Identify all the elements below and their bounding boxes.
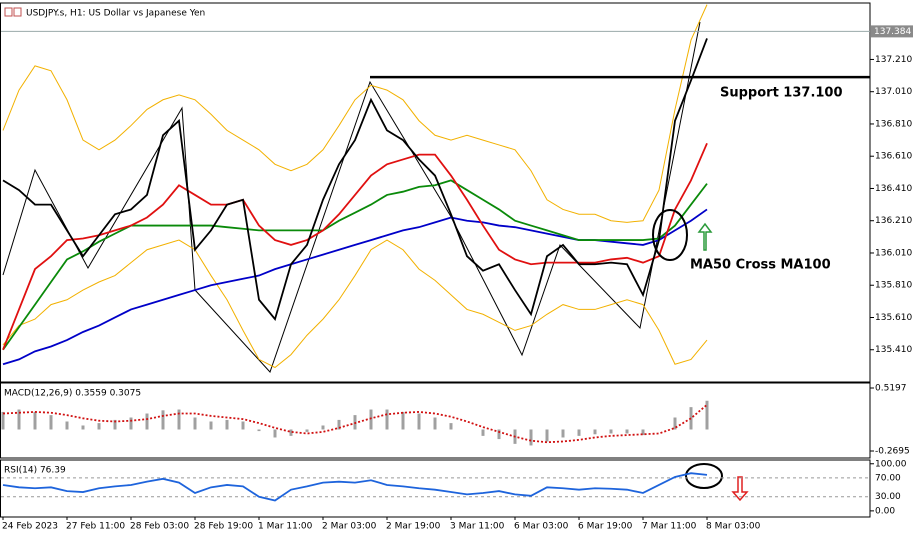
panel-title: MACD(12,26,9) 0.3559 0.3075 [4, 389, 141, 399]
histogram-bar [209, 421, 213, 430]
histogram-bar [689, 407, 693, 430]
y-tick-label: 135.610 [875, 313, 912, 323]
x-tick-label: 7 Mar 11:00 [642, 522, 697, 532]
histogram-bar [65, 421, 69, 430]
series-line [2, 239, 708, 369]
histogram-bar [257, 429, 261, 432]
histogram-bar [289, 429, 293, 436]
histogram-bar [497, 429, 501, 440]
histogram-bar [17, 409, 21, 430]
rsi-highlight [685, 463, 723, 489]
histogram-bar [177, 409, 181, 430]
y-tick-label: 135.410 [875, 345, 912, 355]
y-tick-label: 136.810 [875, 119, 912, 129]
annotation: MA50 Cross MA100 [690, 258, 831, 273]
series-line [2, 4, 708, 223]
y-tick-label: 136.610 [875, 152, 912, 162]
x-tick-label: 2 Mar 19:00 [386, 522, 441, 532]
histogram-bar [33, 411, 37, 430]
panel-title: RSI(14) 76.39 [4, 466, 66, 476]
y-tick-label: 136.010 [875, 248, 912, 258]
histogram-bar [241, 421, 245, 430]
histogram-bar [609, 429, 613, 434]
histogram-bar [417, 413, 421, 430]
histogram-bar [641, 429, 645, 436]
rsi-panel-frame [0, 459, 871, 518]
icon [13, 7, 22, 17]
y-tick-label: -0.2695 [875, 446, 910, 456]
last-price-label: 137.384 [874, 27, 911, 37]
histogram-bar [433, 417, 437, 430]
x-tick-label: 1 Mar 11:00 [258, 522, 313, 532]
histogram-bar [49, 415, 53, 430]
series-line [2, 404, 708, 444]
x-tick-label: 8 Mar 03:00 [706, 522, 761, 532]
histogram-bar [673, 417, 677, 430]
histogram-bar [385, 409, 389, 430]
histogram-bar [161, 410, 165, 430]
histogram-bar [321, 425, 325, 430]
y-tick-label: 137.010 [875, 87, 912, 97]
support-label: Support 137.100 [720, 86, 843, 101]
histogram-bar [225, 419, 229, 430]
histogram-bar [113, 419, 117, 430]
x-tick-label: 28 Feb 03:00 [130, 522, 189, 532]
x-tick-label: 27 Feb 11:00 [66, 522, 125, 532]
series-line [2, 472, 708, 502]
y-tick-label: 136.210 [875, 216, 912, 226]
histogram-bar [369, 409, 373, 430]
up-arrow [697, 222, 713, 251]
histogram-bar [593, 429, 597, 435]
histogram-bar [273, 429, 277, 438]
histogram-bar [193, 417, 197, 430]
y-tick-label: 0.00 [875, 506, 895, 516]
histogram-bar [545, 429, 549, 442]
x-tick-label: 2 Mar 03:00 [322, 522, 377, 532]
down-arrow [731, 476, 749, 502]
x-tick-label: 3 Mar 11:00 [450, 522, 505, 532]
series-line [2, 38, 708, 321]
histogram-bar [401, 411, 405, 430]
histogram-bar [705, 400, 709, 430]
histogram-bar [81, 425, 85, 430]
y-tick-label: 137.210 [875, 55, 912, 65]
histogram-bar [1, 411, 5, 430]
main-panel-frame [0, 2, 871, 383]
x-tick-label: 6 Mar 19:00 [578, 522, 633, 532]
histogram-bar [305, 429, 309, 432]
level-label: 30.00 [875, 492, 901, 502]
histogram-bar [97, 423, 101, 430]
histogram-bar [561, 429, 565, 438]
level-label: 70.00 [875, 473, 901, 483]
icon [4, 7, 13, 17]
histogram-bar [481, 429, 485, 436]
histogram-bar [625, 429, 629, 434]
histogram-bar [529, 429, 533, 446]
panel-title: USDJPY.s, H1: US Dollar vs Japanese Yen [26, 9, 205, 19]
histogram-bar [577, 429, 581, 436]
histogram-bar [129, 417, 133, 430]
y-tick-label: 100.00 [875, 459, 907, 469]
y-tick-label: 0.5197 [875, 384, 907, 394]
cross-highlight [652, 209, 688, 261]
y-tick-label: 135.810 [875, 281, 912, 291]
x-tick-label: 6 Mar 03:00 [514, 522, 569, 532]
y-tick-label: 136.410 [875, 184, 912, 194]
histogram-bar [449, 423, 453, 430]
series-line [2, 179, 708, 351]
last-price-box [871, 25, 913, 38]
histogram-bar [337, 419, 341, 430]
x-tick-label: 28 Feb 19:00 [194, 522, 253, 532]
histogram-bar [145, 413, 149, 430]
macd-panel-frame [0, 382, 871, 459]
x-tick-label: 24 Feb 2023 [2, 522, 58, 532]
series-line [2, 142, 708, 351]
